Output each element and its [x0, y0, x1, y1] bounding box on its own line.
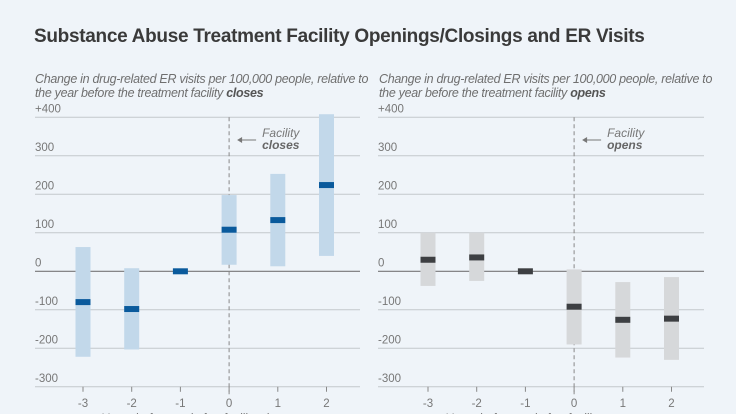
chart-title: Substance Abuse Treatment Facility Openi…	[34, 26, 645, 47]
right-x-tick-label: -3	[423, 398, 433, 410]
left-subtitle: Change in drug-related ER visits per 100…	[35, 72, 375, 100]
right-y-tick-label: -200	[378, 334, 401, 346]
left-x-tick-label: 0	[226, 398, 232, 410]
right-estimate-marker	[469, 254, 485, 261]
right-y-tick-label: 300	[378, 142, 397, 154]
right-y-tick-label: -100	[378, 296, 401, 308]
right-x-tick-label: -1	[520, 398, 530, 410]
left-x-tick-label: -3	[78, 398, 88, 410]
left-estimate-marker	[221, 226, 237, 233]
left-estimate-marker	[270, 217, 286, 224]
left-annotation-line1: Facility	[262, 126, 300, 140]
left-y-tick-label: 100	[35, 219, 54, 231]
left-estimate-marker	[319, 182, 334, 189]
right-y-tick-label: +400	[378, 103, 404, 115]
left-x-tick-label: 2	[323, 398, 329, 410]
right-subtitle-text: Change in drug-related ER visits per 100…	[379, 72, 713, 100]
left-annotation-line2: closes	[262, 138, 300, 152]
left-y-tick-label: 300	[35, 142, 54, 154]
right-annotation-line1: Facility	[607, 126, 645, 140]
right-estimate-marker	[517, 268, 533, 275]
right-annotation-line2: opens	[607, 138, 643, 152]
right-estimate-marker	[420, 256, 436, 263]
right-estimate-marker	[615, 316, 631, 323]
left-y-tick-label: -100	[35, 296, 58, 308]
left-y-tick-label: 200	[35, 180, 54, 192]
right-x-tick-label: 2	[668, 398, 674, 410]
left-estimate-marker	[172, 268, 188, 275]
left-y-tick-label: +400	[35, 103, 61, 115]
left-x-axis-label: Years before and after facility closes	[101, 411, 294, 414]
left-y-tick-label: -200	[35, 334, 58, 346]
left-subtitle-emph: closes	[226, 86, 264, 100]
right-estimate-marker	[664, 315, 679, 322]
left-x-tick-label: -2	[127, 398, 137, 410]
right-y-tick-label: 100	[378, 219, 397, 231]
right-annotation-arrowhead	[582, 137, 588, 143]
right-y-tick-label: -300	[378, 373, 401, 385]
left-x-tick-label: -1	[175, 398, 185, 410]
right-subtitle-emph: opens	[570, 86, 606, 100]
right-subtitle: Change in drug-related ER visits per 100…	[379, 72, 719, 100]
right-x-tick-label: 0	[571, 398, 577, 410]
right-y-tick-label: 0	[378, 257, 384, 269]
right-estimate-marker	[566, 303, 582, 310]
left-estimate-marker	[75, 299, 91, 306]
right-x-axis-label: Years before and after facility opens	[445, 411, 636, 414]
right-x-tick-label: -2	[472, 398, 482, 410]
left-annotation-arrowhead	[237, 137, 243, 143]
left-y-tick-label: -300	[35, 373, 58, 385]
left-x-tick-label: 1	[275, 398, 281, 410]
right-x-tick-label: 1	[620, 398, 626, 410]
left-subtitle-text: Change in drug-related ER visits per 100…	[35, 72, 369, 100]
left-y-tick-label: 0	[35, 257, 41, 269]
left-estimate-marker	[124, 306, 140, 313]
right-y-tick-label: 200	[378, 180, 397, 192]
